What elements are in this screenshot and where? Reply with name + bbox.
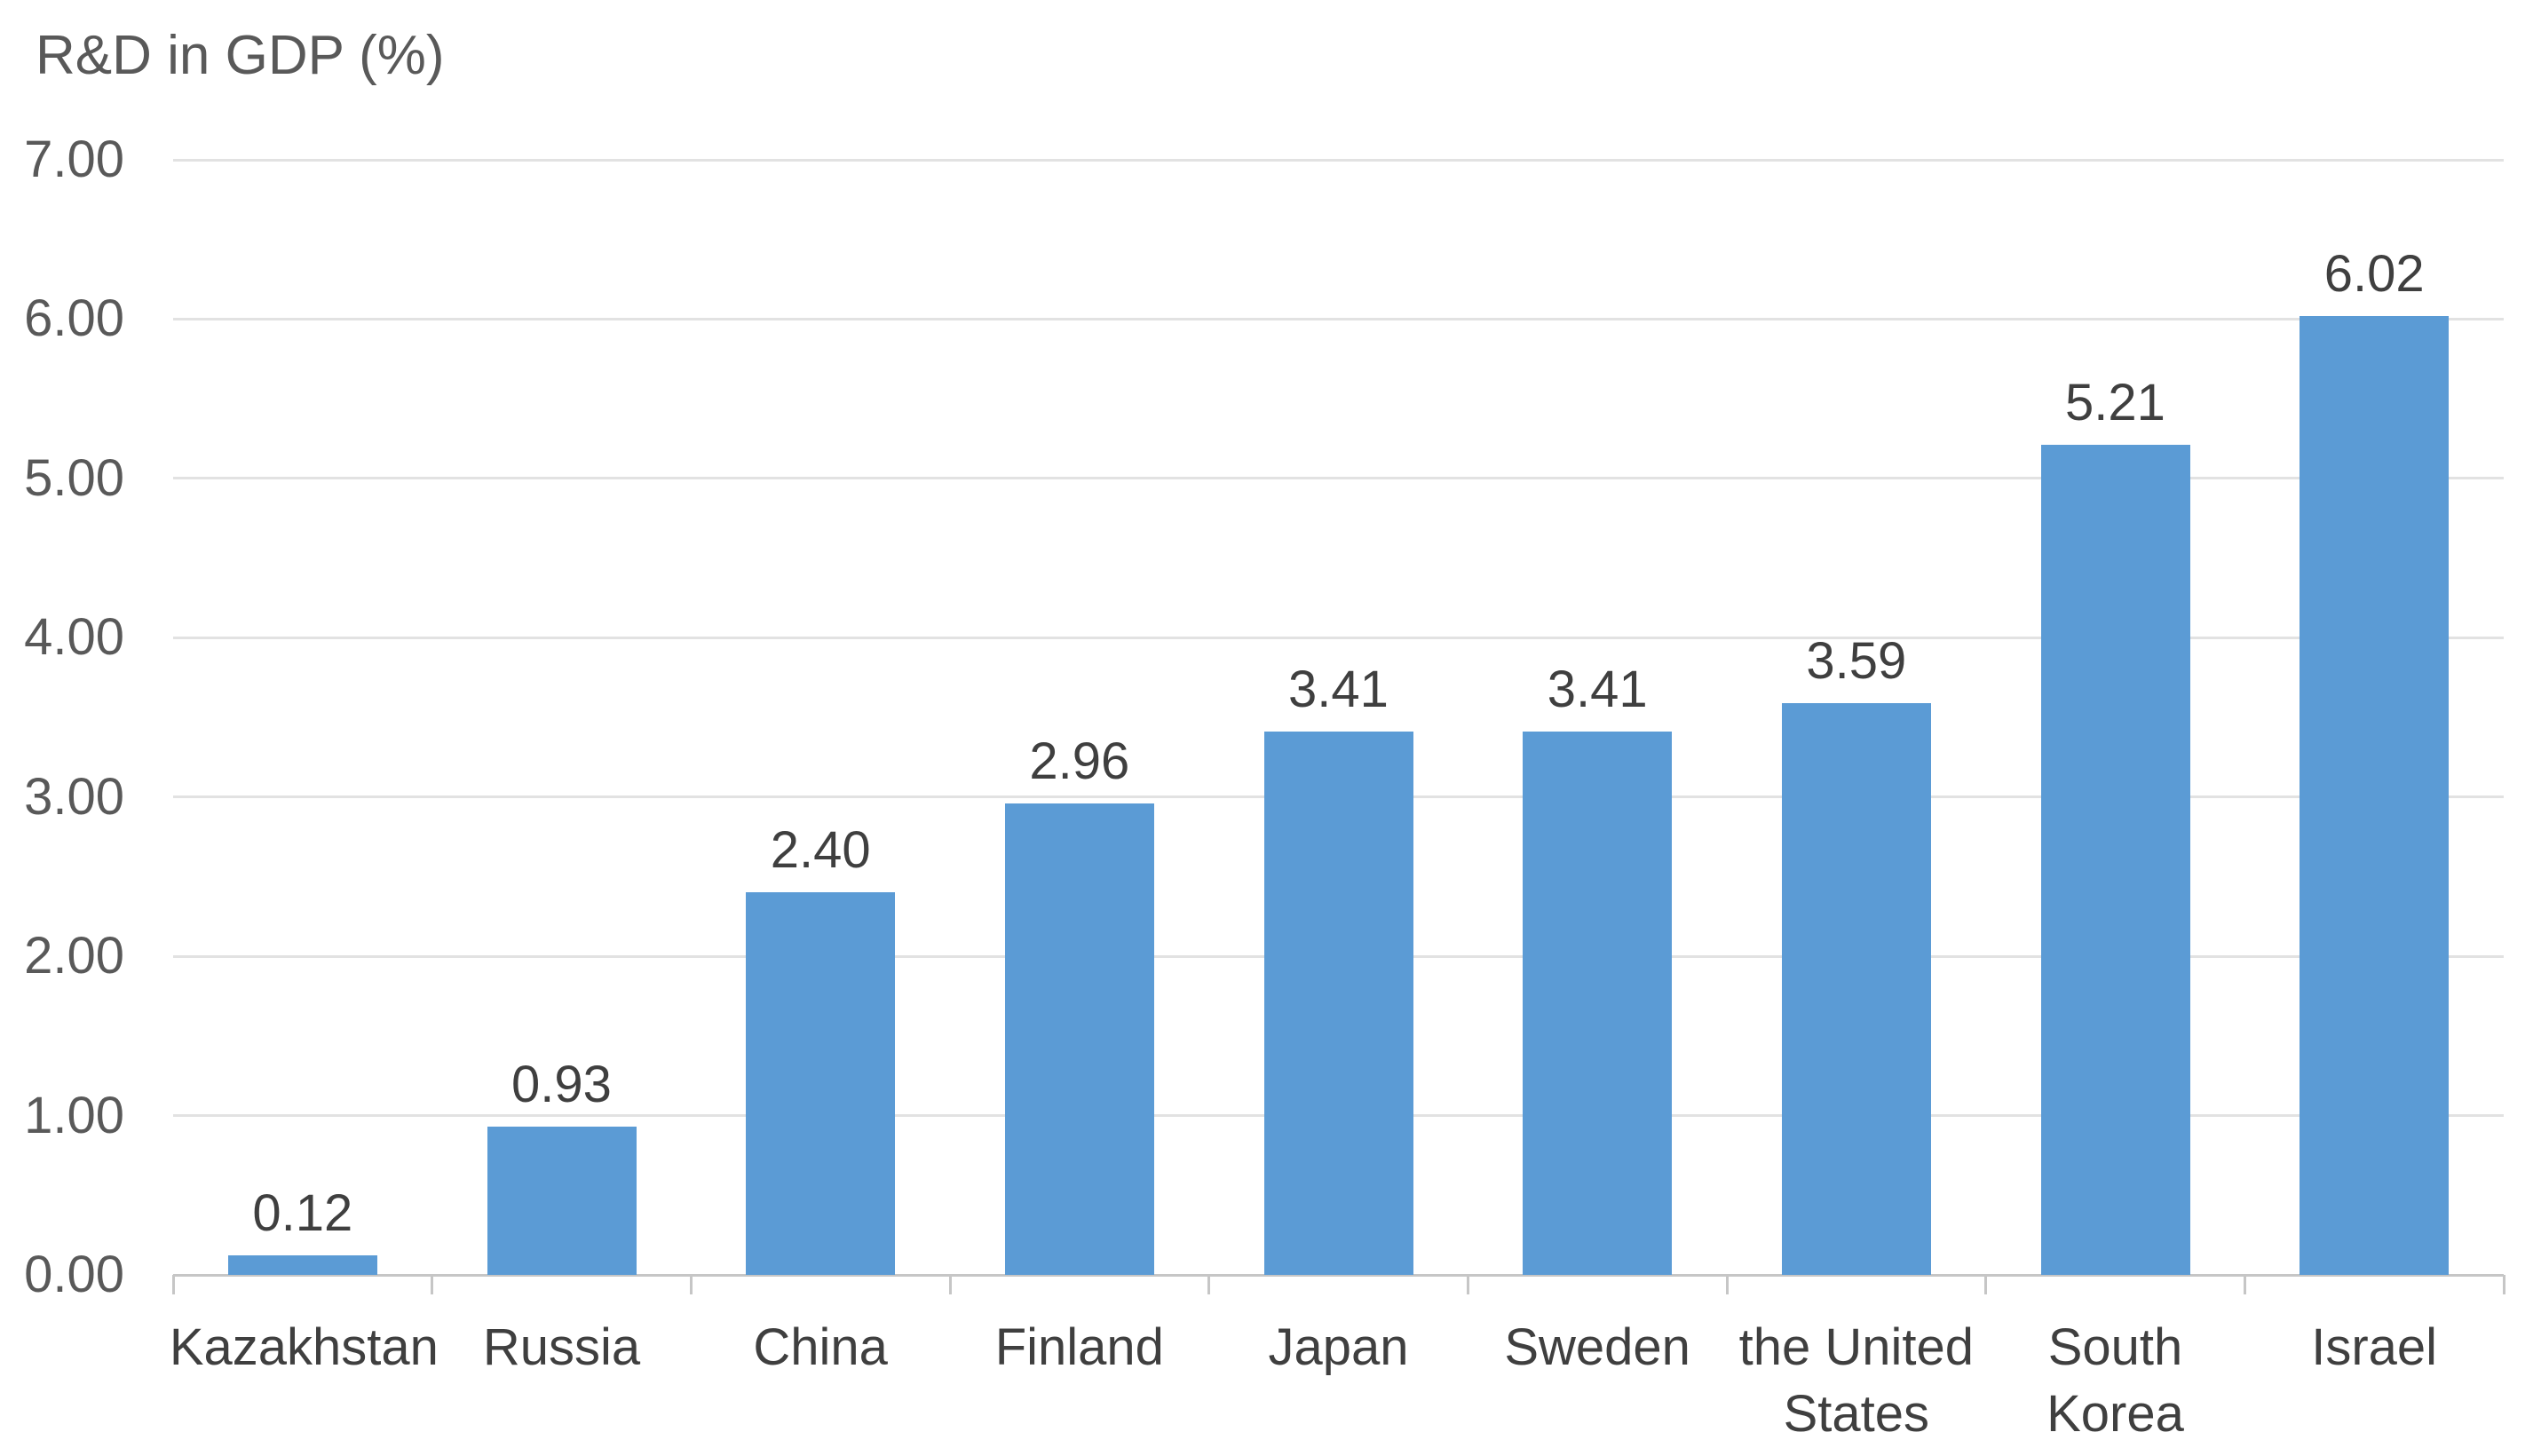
category-label: Russia <box>482 1318 641 1376</box>
y-tick-label: 7.00 <box>24 131 124 188</box>
x-axis-tick <box>948 1275 952 1294</box>
y-tick-label: 4.00 <box>24 608 124 667</box>
category-label: Israel <box>2311 1318 2438 1376</box>
gridline <box>173 636 2504 639</box>
y-tick-label: 0.00 <box>24 1246 124 1303</box>
bar <box>1004 803 1154 1275</box>
chart-title: R&D in GDP (%) <box>36 25 445 86</box>
category-label: South Korea <box>2046 1318 2184 1443</box>
category-label: Sweden <box>1504 1318 1690 1376</box>
bar-value-label: 5.21 <box>2065 374 2165 432</box>
x-axis-tick <box>1984 1275 1988 1294</box>
bar-value-label: 0.12 <box>252 1184 353 1243</box>
bar <box>2300 315 2450 1275</box>
y-tick-label: 5.00 <box>24 448 124 507</box>
bar <box>1263 732 1413 1275</box>
category-label: the United States <box>1738 1318 1975 1443</box>
bar-value-label: 0.93 <box>511 1056 612 1114</box>
bar <box>1781 702 1931 1275</box>
category-label: China <box>753 1318 888 1376</box>
bar-value-label: 3.41 <box>1288 661 1389 719</box>
bar <box>1523 732 1673 1275</box>
x-axis-tick <box>689 1275 693 1294</box>
bar-value-label: 2.96 <box>1029 732 1130 790</box>
gridline <box>173 317 2504 320</box>
x-axis-tick <box>1207 1275 1211 1294</box>
y-tick-label: 3.00 <box>24 767 124 826</box>
bar-value-label: 3.41 <box>1547 661 1648 719</box>
bar <box>487 1127 637 1275</box>
gridline <box>173 477 2504 480</box>
bar <box>227 1255 377 1275</box>
bar <box>2040 445 2190 1275</box>
bar-value-label: 6.02 <box>2323 244 2425 303</box>
category-label: Japan <box>1268 1318 1409 1376</box>
category-label: Kazakhstan <box>169 1318 439 1376</box>
y-tick-label: 6.00 <box>24 289 124 348</box>
bar-value-label: 2.40 <box>770 821 871 880</box>
x-axis-tick <box>2502 1275 2505 1294</box>
gridline <box>173 158 2504 162</box>
bar <box>746 892 896 1275</box>
x-axis-tick <box>1725 1275 1729 1294</box>
x-axis-tick <box>171 1275 175 1294</box>
x-axis-tick <box>431 1275 434 1294</box>
bar-value-label: 3.59 <box>1806 631 1907 690</box>
x-axis-line <box>173 1273 2504 1277</box>
y-tick-label: 1.00 <box>24 1086 124 1144</box>
category-label: Finland <box>994 1318 1164 1376</box>
x-axis-tick <box>2243 1275 2246 1294</box>
y-tick-label: 2.00 <box>24 927 124 985</box>
x-axis-tick <box>1466 1275 1469 1294</box>
